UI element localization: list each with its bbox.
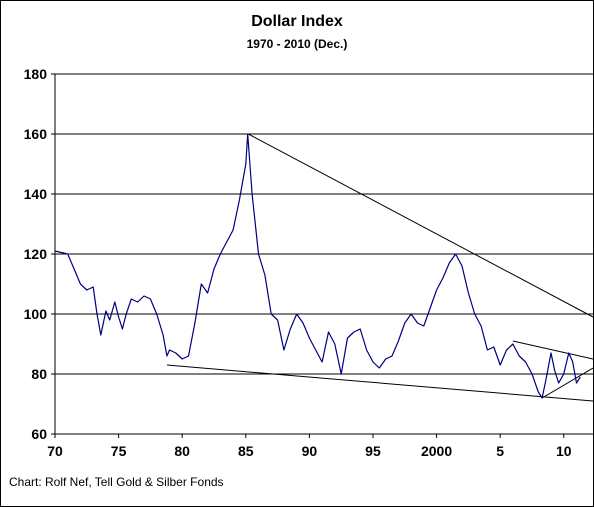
x-tick-label-6: 2000 (421, 443, 452, 459)
chart-subtitle: 1970 - 2010 (Dec.) (246, 37, 348, 51)
trendline-3 (541, 367, 593, 399)
y-tick-label-5: 160 (24, 126, 48, 142)
trendline-0 (248, 133, 593, 318)
x-tick-label-8: 10 (556, 443, 572, 459)
y-tick-label-0: 60 (31, 426, 47, 442)
series-line-0 (54, 133, 581, 399)
x-tick-label-0: 70 (47, 443, 63, 459)
trendline-1 (166, 364, 593, 402)
y-tick-label-3: 120 (24, 246, 48, 262)
y-tick-label-2: 100 (24, 306, 48, 322)
x-tick-label-4: 90 (302, 443, 318, 459)
x-tick-label-3: 85 (238, 443, 254, 459)
source-note: Chart: Rolf Nef, Tell Gold & Silber Fond… (9, 475, 224, 489)
y-tick-label-4: 140 (24, 186, 48, 202)
chart-title: Dollar Index (251, 13, 343, 30)
trendline-2 (512, 340, 593, 360)
x-tick-label-7: 5 (496, 443, 504, 459)
y-tick-label-1: 80 (31, 366, 47, 382)
x-tick-label-2: 80 (174, 443, 190, 459)
y-tick-label-6: 180 (24, 66, 48, 82)
x-tick-label-1: 75 (111, 443, 127, 459)
x-tick-label-5: 95 (365, 443, 381, 459)
